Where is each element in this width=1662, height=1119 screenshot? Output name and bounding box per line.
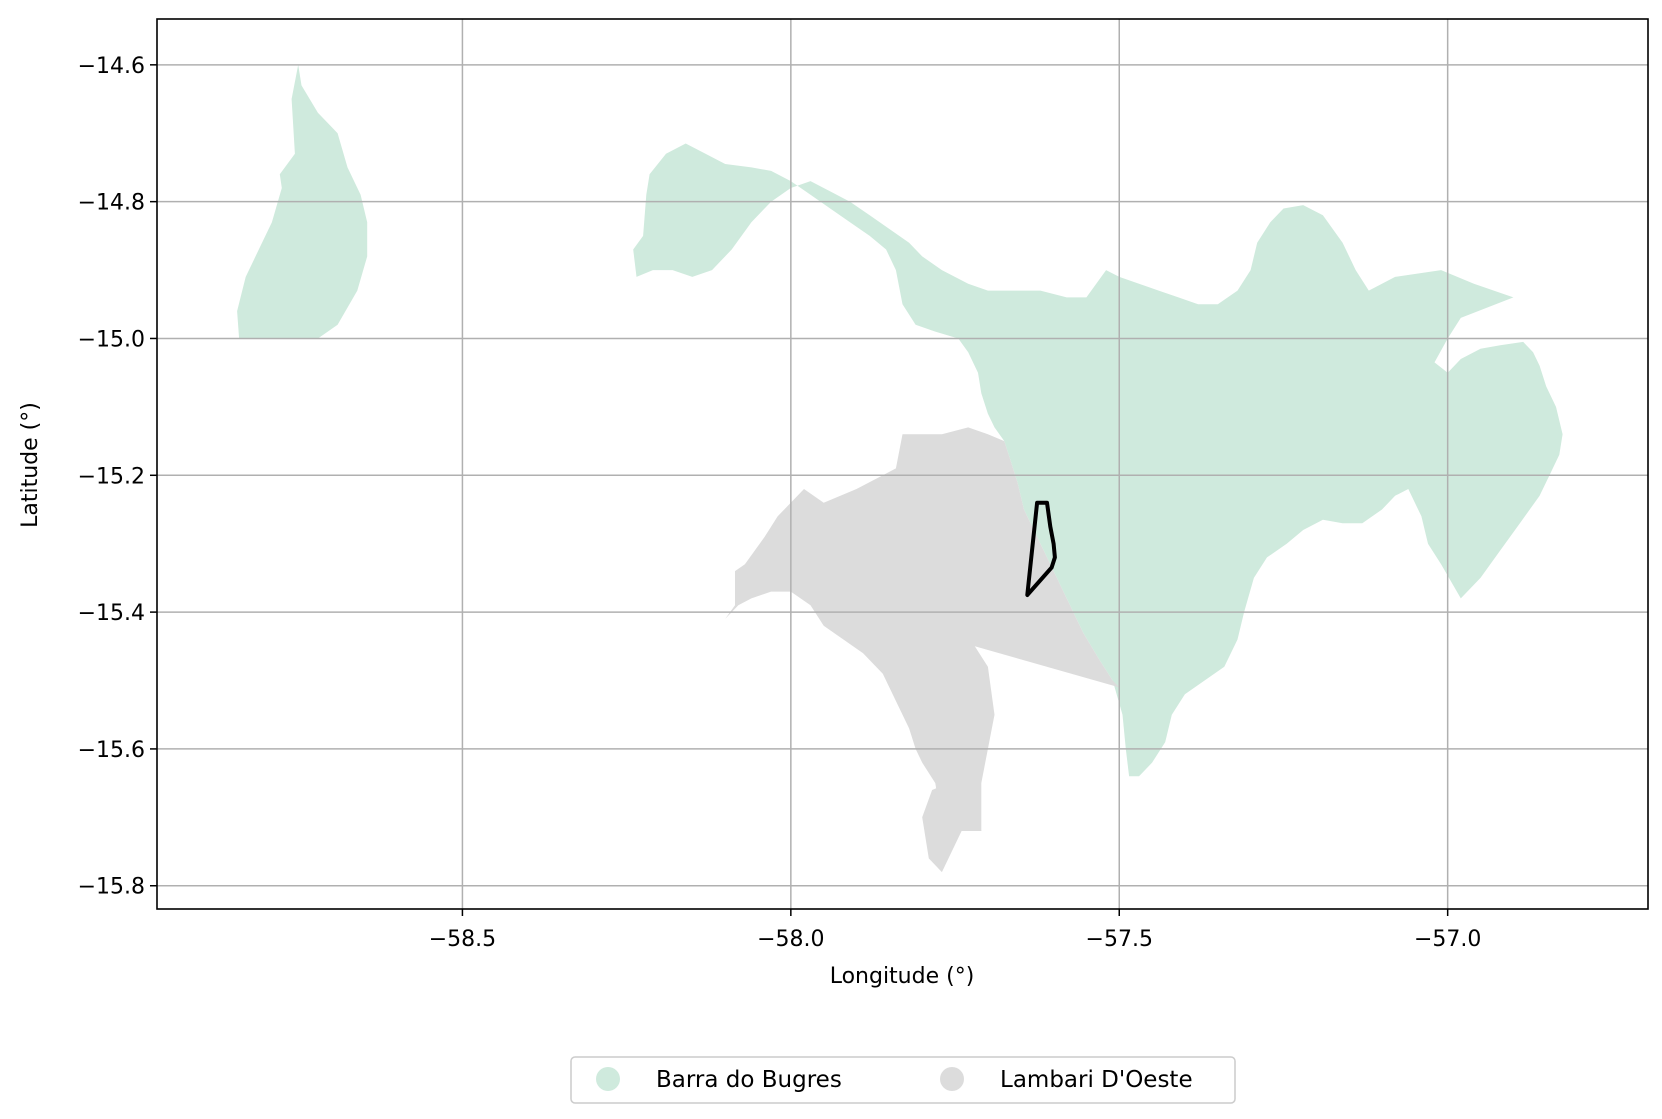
y-tick-label: −15.0: [78, 327, 145, 352]
x-ticks: −58.5 −58.0 −57.5 −57.0: [429, 909, 1481, 952]
highlight-outline: [1025, 500, 1057, 597]
legend-label-lambari-doeste: Lambari D'Oeste: [1000, 1067, 1193, 1093]
highlight-outline-layer: [1025, 500, 1057, 597]
region-barra-do-bugres-part-2: [633, 143, 1563, 777]
x-tick-label: −57.0: [1414, 927, 1481, 952]
x-tick-label: −57.5: [1086, 927, 1153, 952]
region-lambari-d-oeste-part-1: [725, 427, 1120, 831]
y-ticks: −14.6 −14.8 −15.0 −15.2 −15.4 −15.6 −15.8: [78, 54, 157, 900]
region-lambari-d-oeste-part-2: [922, 783, 982, 873]
x-tick-label: −58.5: [429, 927, 496, 952]
y-tick-label: −14.8: [78, 191, 145, 216]
legend-frame: [570, 1056, 1236, 1104]
y-tick-label: −15.8: [78, 875, 145, 900]
y-tick-label: −14.6: [78, 54, 145, 79]
x-axis-label: Longitude (°): [830, 964, 975, 989]
legend: Barra do Bugres Lambari D'Oeste: [570, 1056, 1236, 1104]
plot-frame: [156, 18, 1649, 910]
legend-marker-barra-do-bugres: [596, 1067, 620, 1091]
y-tick-label: −15.4: [78, 601, 145, 626]
y-axis-label: Latitude (°): [18, 402, 43, 528]
y-tick-label: −15.6: [78, 738, 145, 763]
legend-marker-lambari-doeste: [940, 1067, 964, 1091]
legend-label-barra-do-bugres: Barra do Bugres: [656, 1067, 842, 1093]
y-tick-label: −15.2: [78, 464, 145, 489]
grid-layer: [157, 19, 1648, 909]
x-tick-label: −58.0: [757, 927, 824, 952]
